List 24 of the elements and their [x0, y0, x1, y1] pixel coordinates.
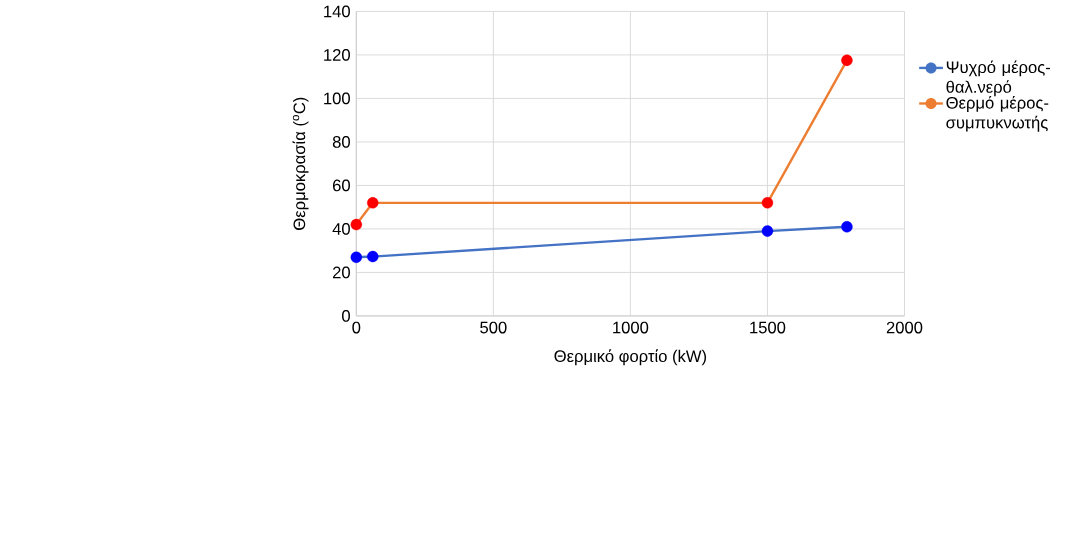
x-tick-label: 1000	[613, 321, 649, 334]
y-tick-label: 20	[332, 266, 350, 279]
y-axis-title: Θερμοκρασία ($^{o}$C)	[292, 97, 309, 230]
x-axis-title: Θερμικό φορτίο (kW)	[554, 349, 707, 366]
x-tick-label: 2000	[886, 321, 923, 334]
point	[761, 225, 774, 237]
legend-label: Ψυχρό μέρος-θαλ.νερό	[946, 60, 1051, 97]
y-tick-label: 80	[332, 136, 350, 148]
point	[367, 250, 379, 263]
point	[350, 218, 363, 231]
point	[350, 251, 363, 263]
x-tick-label: 0	[352, 321, 361, 334]
x-tick-label: 500	[480, 321, 507, 334]
point	[367, 197, 379, 209]
y-tick-label: 100	[324, 92, 350, 105]
y-tick-label: 40	[332, 223, 350, 235]
x-tick-label: 1500	[750, 321, 786, 334]
y-tick-label: 140	[324, 5, 350, 18]
point	[841, 54, 853, 67]
point	[841, 221, 853, 233]
y-tick-label: 0	[342, 310, 350, 322]
y-tick-label: 120	[324, 49, 350, 61]
y-tick-label: 60	[332, 179, 350, 192]
point	[761, 197, 774, 209]
